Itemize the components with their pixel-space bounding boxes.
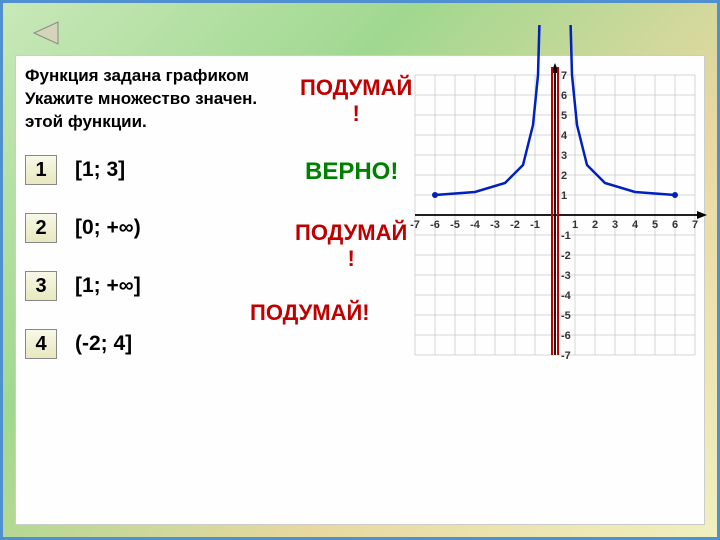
option-4[interactable]: 4 (-2; 4] <box>25 329 141 359</box>
svg-text:5: 5 <box>652 219 658 231</box>
question-text: Функция задана графиком Укажите множеств… <box>25 65 257 134</box>
svg-text:1: 1 <box>572 219 578 231</box>
svg-text:7: 7 <box>692 219 698 231</box>
fb-text: ! <box>347 246 354 271</box>
function-chart: -7-6-5-4-3-2-11234567-7-6-5-4-3-2-112345… <box>400 60 710 370</box>
q-line1: Функция задана графиком <box>25 66 249 85</box>
svg-text:-6: -6 <box>561 330 571 342</box>
fb-text: ! <box>352 101 359 126</box>
option-number: 3 <box>25 271 57 301</box>
svg-text:-1: -1 <box>530 219 540 231</box>
q-line2: Укажите множество значен. <box>25 89 257 108</box>
svg-text:-1: -1 <box>561 230 571 242</box>
svg-text:4: 4 <box>632 219 639 231</box>
option-label: [0; +∞) <box>75 216 141 240</box>
triangle-left-icon <box>30 20 60 46</box>
option-label: [1; 3] <box>75 158 125 182</box>
svg-text:-7: -7 <box>561 350 571 362</box>
option-3[interactable]: 3 [1; +∞] <box>25 271 141 301</box>
option-2[interactable]: 2 [0; +∞) <box>25 213 141 243</box>
option-label: [1; +∞] <box>75 274 141 298</box>
feedback-think-3: ПОДУМАЙ! <box>250 300 370 326</box>
nav-back-button[interactable] <box>30 20 60 46</box>
feedback-think-2: ПОДУМАЙ ! <box>295 220 407 272</box>
svg-text:-5: -5 <box>561 310 571 322</box>
svg-text:6: 6 <box>561 90 567 102</box>
fb-text: ПОДУМАЙ <box>295 220 407 245</box>
svg-text:1: 1 <box>561 190 567 202</box>
svg-text:3: 3 <box>612 219 618 231</box>
options-list: 1 [1; 3] 2 [0; +∞) 3 [1; +∞] 4 (-2; 4] <box>25 155 141 387</box>
svg-text:-4: -4 <box>470 219 481 231</box>
svg-text:-5: -5 <box>450 219 460 231</box>
option-number: 1 <box>25 155 57 185</box>
svg-text:-3: -3 <box>490 219 500 231</box>
svg-text:-2: -2 <box>561 250 571 262</box>
svg-text:6: 6 <box>672 219 678 231</box>
option-1[interactable]: 1 [1; 3] <box>25 155 141 185</box>
svg-text:-4: -4 <box>561 290 572 302</box>
svg-text:2: 2 <box>592 219 598 231</box>
feedback-think-1: ПОДУМАЙ ! <box>300 75 412 127</box>
option-number: 4 <box>25 329 57 359</box>
svg-text:-6: -6 <box>430 219 440 231</box>
svg-text:3: 3 <box>561 150 567 162</box>
svg-text:2: 2 <box>561 170 567 182</box>
svg-text:5: 5 <box>561 110 567 122</box>
fb-text: ПОДУМАЙ <box>300 75 412 100</box>
q-line3: этой функции. <box>25 112 147 131</box>
svg-text:-3: -3 <box>561 270 571 282</box>
feedback-correct: ВЕРНО! <box>305 158 398 186</box>
svg-text:4: 4 <box>561 130 568 142</box>
svg-text:-2: -2 <box>510 219 520 231</box>
svg-text:7: 7 <box>561 70 567 82</box>
option-label: (-2; 4] <box>75 332 132 356</box>
option-number: 2 <box>25 213 57 243</box>
svg-text:-7: -7 <box>410 219 420 231</box>
